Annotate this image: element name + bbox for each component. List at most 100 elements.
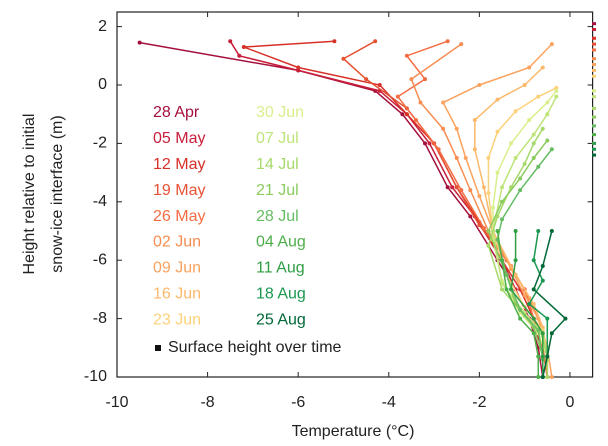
series	[531, 229, 568, 379]
data-point	[427, 141, 432, 146]
data-point	[441, 126, 446, 131]
data-point	[364, 77, 369, 82]
data-point	[241, 45, 246, 50]
data-point	[296, 65, 301, 70]
data-point	[404, 112, 409, 117]
data-point	[423, 77, 428, 82]
surface-height-marker	[592, 74, 596, 78]
data-point	[228, 39, 233, 44]
legend-entry: 11 Aug	[256, 260, 305, 277]
data-point	[500, 199, 505, 204]
data-point	[531, 302, 536, 306]
data-point	[513, 272, 518, 277]
series	[395, 39, 550, 379]
data-point	[554, 85, 559, 90]
data-point	[445, 185, 450, 190]
data-point	[549, 331, 554, 336]
y-tick-label: 0	[98, 76, 107, 93]
data-point	[531, 141, 536, 146]
data-point	[545, 375, 550, 379]
data-point	[536, 375, 541, 379]
data-point	[495, 129, 500, 134]
data-point	[504, 287, 509, 292]
data-point	[527, 118, 532, 123]
data-point	[237, 53, 242, 58]
data-point	[545, 100, 550, 105]
data-point	[332, 39, 337, 44]
data-point	[540, 331, 545, 336]
data-point	[377, 83, 382, 87]
data-point	[563, 316, 568, 321]
data-point	[522, 293, 527, 298]
data-point	[463, 156, 468, 160]
legend-entry: 16 Jun	[153, 286, 201, 303]
y-tick-label: -10	[84, 368, 107, 385]
data-point	[404, 53, 409, 58]
surface-height-marker	[592, 36, 596, 40]
legend-entry: 14 Jul	[256, 156, 299, 173]
data-point	[531, 132, 536, 137]
data-point	[522, 83, 527, 87]
surface-height-marker	[592, 48, 596, 52]
data-point	[554, 94, 559, 99]
data-point	[536, 94, 541, 99]
series-line	[410, 43, 549, 377]
legend-entry: 18 Aug	[256, 286, 306, 303]
data-point	[459, 42, 464, 47]
legend-entry: 09 Jun	[153, 260, 201, 277]
legend-entry: 23 Jun	[153, 311, 201, 328]
data-point	[540, 354, 545, 359]
data-point	[549, 229, 554, 233]
surface-height-marker	[592, 63, 596, 67]
data-point	[441, 100, 446, 105]
data-point	[545, 112, 550, 117]
data-point	[531, 316, 536, 321]
surface-height-marker	[592, 133, 596, 137]
data-point	[536, 229, 541, 233]
data-point	[459, 188, 464, 193]
x-tick-label: -6	[291, 394, 305, 411]
data-point	[341, 56, 346, 61]
data-point	[486, 243, 491, 248]
surface-height-marker	[592, 115, 596, 119]
data-point	[545, 138, 550, 143]
x-tick-label: 0	[565, 394, 574, 411]
data-point	[495, 97, 500, 102]
x-tick-label: -8	[200, 394, 214, 411]
legend-marker	[155, 345, 161, 351]
data-point	[522, 161, 527, 166]
data-point	[373, 39, 378, 44]
legend-note: Surface height over time	[168, 339, 342, 356]
data-point	[513, 109, 518, 114]
data-point	[395, 94, 400, 99]
data-point	[468, 214, 473, 219]
data-point	[540, 278, 545, 283]
data-point	[486, 191, 491, 196]
x-tick-label: -10	[105, 394, 128, 411]
legend-entry: 21 Jul	[256, 182, 299, 199]
data-point	[540, 264, 545, 269]
data-point	[500, 258, 505, 263]
legend-entry: 07 Jul	[256, 130, 299, 147]
data-point	[545, 316, 550, 321]
y-tick-label: -4	[93, 193, 107, 210]
data-point	[400, 112, 405, 117]
x-axis-label: Temperature (°C)	[292, 423, 415, 440]
y-tick-label: -6	[93, 251, 107, 268]
data-point	[486, 229, 491, 233]
data-point	[531, 258, 536, 263]
surface-height-marker	[592, 95, 596, 99]
surface-height-marker	[592, 42, 596, 46]
plot-frame	[116, 11, 594, 378]
series	[490, 94, 559, 379]
data-point	[504, 272, 509, 277]
data-point	[481, 185, 486, 190]
series-line	[487, 140, 548, 377]
data-point	[468, 188, 473, 193]
data-point	[527, 302, 532, 306]
data-point	[549, 42, 554, 47]
surface-height-marker	[592, 141, 596, 145]
data-point	[418, 100, 423, 105]
data-point	[477, 193, 482, 198]
